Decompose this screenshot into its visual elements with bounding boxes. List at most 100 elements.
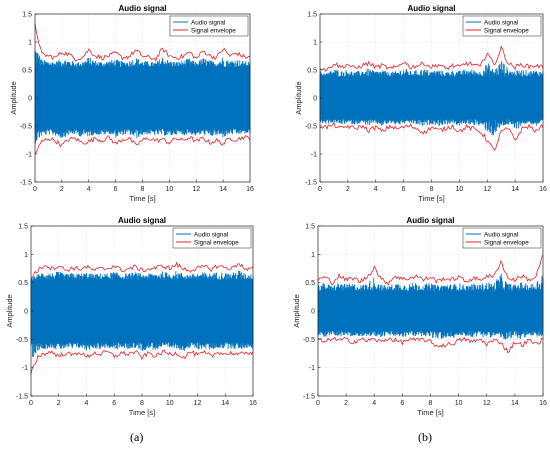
legend-box [462,15,542,37]
x-axis-label: Time [s] [417,408,443,417]
y-tick-label: -0.5 [16,337,28,344]
y-tick-label: 0.5 [18,280,28,287]
y-tick-label: -1.5 [16,394,28,401]
y-axis-label: Amplitude [294,81,303,114]
x-tick-label: 6 [400,400,404,407]
legend-box [169,15,249,37]
legend-label: Signal envelope [194,239,239,246]
chart-panel-2: 0 2 4 6 8 10 12 14 16 -1.5 -1 -0.5 0 0.5 1 1.5 Audio sig… [294,4,547,203]
y-tick-label: -1 [26,152,32,159]
y-tick-label: -1.5 [20,180,32,187]
x-tick-label: 14 [221,400,229,407]
x-tick-label: 14 [511,400,519,407]
x-tick-label: 10 [455,400,463,407]
y-tick-label: 0 [313,96,317,103]
legend-label: Audio signal [484,231,518,238]
series-audio-signal-core [318,291,543,331]
x-tick-label: 14 [511,186,519,193]
y-axis-label: Amplitude [5,294,14,327]
y-tick-label: 1 [313,40,317,47]
x-axis-label: Time [s] [418,194,444,203]
y-axis-label: Amplitude [292,294,301,327]
y-tick-label: -1 [311,152,317,159]
legend-box [462,227,542,249]
legend-label: Signal envelope [484,239,529,246]
series-envelope-lower [317,336,544,354]
y-tick-label: 1.5 [307,12,317,19]
x-tick-label: 4 [374,186,378,193]
x-tick-label: 16 [539,186,547,193]
x-tick-label: 12 [483,186,491,193]
x-tick-label: 0 [318,186,322,193]
y-tick-label: 1.5 [18,224,28,231]
y-tick-label: 1 [311,252,315,259]
x-tick-label: 12 [483,400,491,407]
x-tick-label: 10 [455,186,463,193]
chart-title: Audio signal [408,4,456,13]
y-tick-label: -0.5 [305,124,317,131]
legend-label: Audio signal [191,19,225,26]
chart-title: Audio signal [407,216,455,225]
y-tick-label: 0 [311,309,315,316]
y-tick-label: 0.5 [307,68,317,75]
y-tick-label: 1 [28,40,32,47]
x-tick-label: 4 [85,400,89,407]
x-tick-label: 6 [114,186,118,193]
x-tick-label: 14 [219,186,227,193]
x-tick-label: 2 [60,186,64,193]
x-tick-label: 10 [166,400,174,407]
series-envelope-upper [34,23,251,63]
x-axis-label: Time [s] [129,194,155,203]
x-axis-label: Time [s] [129,408,155,417]
y-tick-label: -1 [22,365,28,372]
caption-a: (a) [130,430,144,444]
x-tick-label: 2 [57,400,61,407]
y-tick-label: -1.5 [305,180,317,187]
series-envelope-upper [319,45,544,72]
x-tick-label: 8 [140,400,144,407]
y-tick-label: 0 [28,96,32,103]
legend-label: Signal envelope [191,27,236,34]
y-tick-label: 0.5 [22,68,32,75]
y-tick-label: 1 [24,252,28,259]
x-tick-label: 16 [249,400,257,407]
x-tick-label: 2 [346,186,350,193]
x-tick-label: 16 [539,400,547,407]
series-envelope-lower [319,121,544,151]
y-tick-label: 1.5 [305,224,315,231]
chart-panel-1: 0 2 4 6 8 10 12 14 16 -1.5 -1 -0.5 0 0.5 1 1.5 Audio sig… [9,4,254,203]
legend-label: Audio signal [484,19,518,26]
caption-b: (b) [418,430,432,444]
x-tick-label: 2 [344,400,348,407]
series-audio-signal-core [35,67,250,129]
x-tick-label: 10 [165,186,173,193]
legend-box [172,227,252,249]
x-tick-label: 8 [430,186,434,193]
legend-label: Signal envelope [484,27,529,34]
x-tick-label: 0 [29,400,33,407]
series-envelope-upper [30,261,254,278]
y-tick-label: 0 [24,309,28,316]
x-tick-label: 8 [141,186,145,193]
chart-title: Audio signal [118,216,166,225]
chart-panel-3: 0 2 4 6 8 10 12 14 16 -1.5 -1 -0.5 0 0.5 1 1.5 Audio sig… [5,216,257,417]
y-tick-label: -1 [309,365,315,372]
y-tick-label: 0.5 [305,280,315,287]
series-audio-signal-core [31,279,253,343]
series-envelope-lower [30,349,254,375]
y-tick-label: -0.5 [20,124,32,131]
y-tick-label: 1.5 [22,12,32,19]
x-tick-label: 12 [192,186,200,193]
x-tick-label: 8 [429,400,433,407]
x-tick-label: 4 [87,186,91,193]
legend-label: Audio signal [194,231,228,238]
x-tick-label: 6 [112,400,116,407]
chart-panel-4: 0 2 4 6 8 10 12 14 16 -1.5 -1 -0.5 0 0.5 1 1.5 Audio sig… [292,216,547,417]
y-tick-label: -0.5 [303,337,315,344]
x-tick-label: 6 [402,186,406,193]
